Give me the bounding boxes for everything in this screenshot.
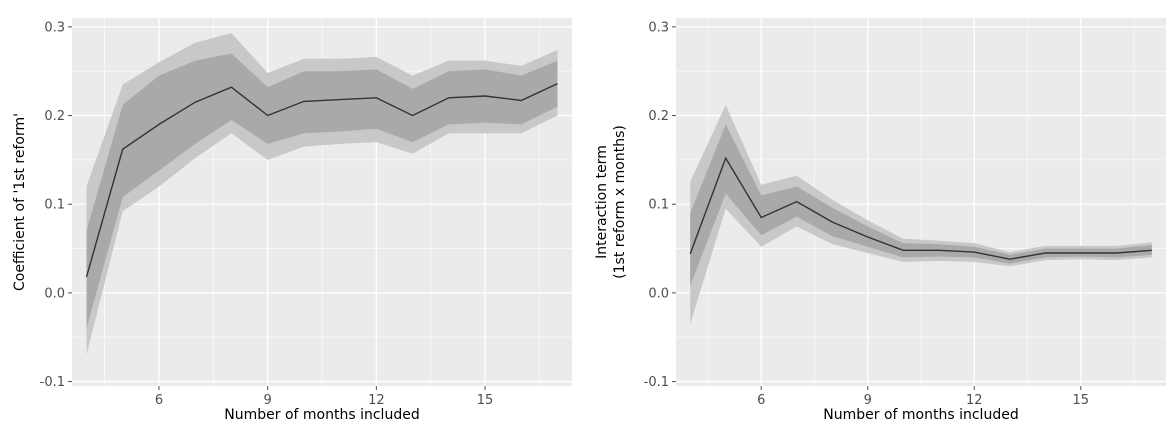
x-axis-title: Number of months included	[823, 407, 1018, 423]
estimate-line	[85, 82, 558, 278]
x-axis-title: Number of months included	[224, 407, 419, 423]
left-panel-coefficient-1st-reform: -0.1 0.0 0.1 0.2 0.3 6 9 12 15 Number of months i…	[12, 18, 572, 423]
x-tick-label: 6	[757, 393, 765, 408]
y-tick-label: -0.1	[644, 375, 669, 390]
y-axis-title-line-2: (1st reform x months)	[612, 125, 628, 279]
right-panel-interaction-term: -0.1 0.0 0.1 0.2 0.3 6 9 12 15 Number of months i…	[594, 18, 1166, 423]
y-tick-label: 0.0	[44, 286, 65, 301]
confidence-band-inner	[690, 124, 1152, 286]
y-tick-label: 0.3	[44, 20, 65, 35]
x-tick-label: 12	[966, 393, 983, 408]
y-tick-label: 0.2	[648, 109, 669, 124]
y-tick-label: 0.0	[648, 286, 669, 301]
estimate-line	[689, 156, 1152, 260]
x-tick-label: 12	[368, 393, 385, 408]
x-tick-label: 6	[155, 393, 163, 408]
y-axis-title: Interaction term	[594, 145, 610, 259]
y-tick-label: 0.3	[648, 20, 669, 35]
x-tick-label: 9	[864, 393, 872, 408]
y-tick-label: 0.1	[648, 198, 669, 213]
y-axis-title: Coefficient of '1st reform'	[12, 113, 28, 291]
y-tick-label: 0.1	[44, 198, 65, 213]
x-tick-label: 15	[1073, 393, 1090, 408]
confidence-band-inner	[86, 53, 558, 329]
x-tick-label: 15	[477, 393, 494, 408]
y-tick-label: 0.2	[44, 109, 65, 124]
x-tick-label: 9	[264, 393, 272, 408]
y-tick-label: -0.1	[40, 375, 65, 390]
